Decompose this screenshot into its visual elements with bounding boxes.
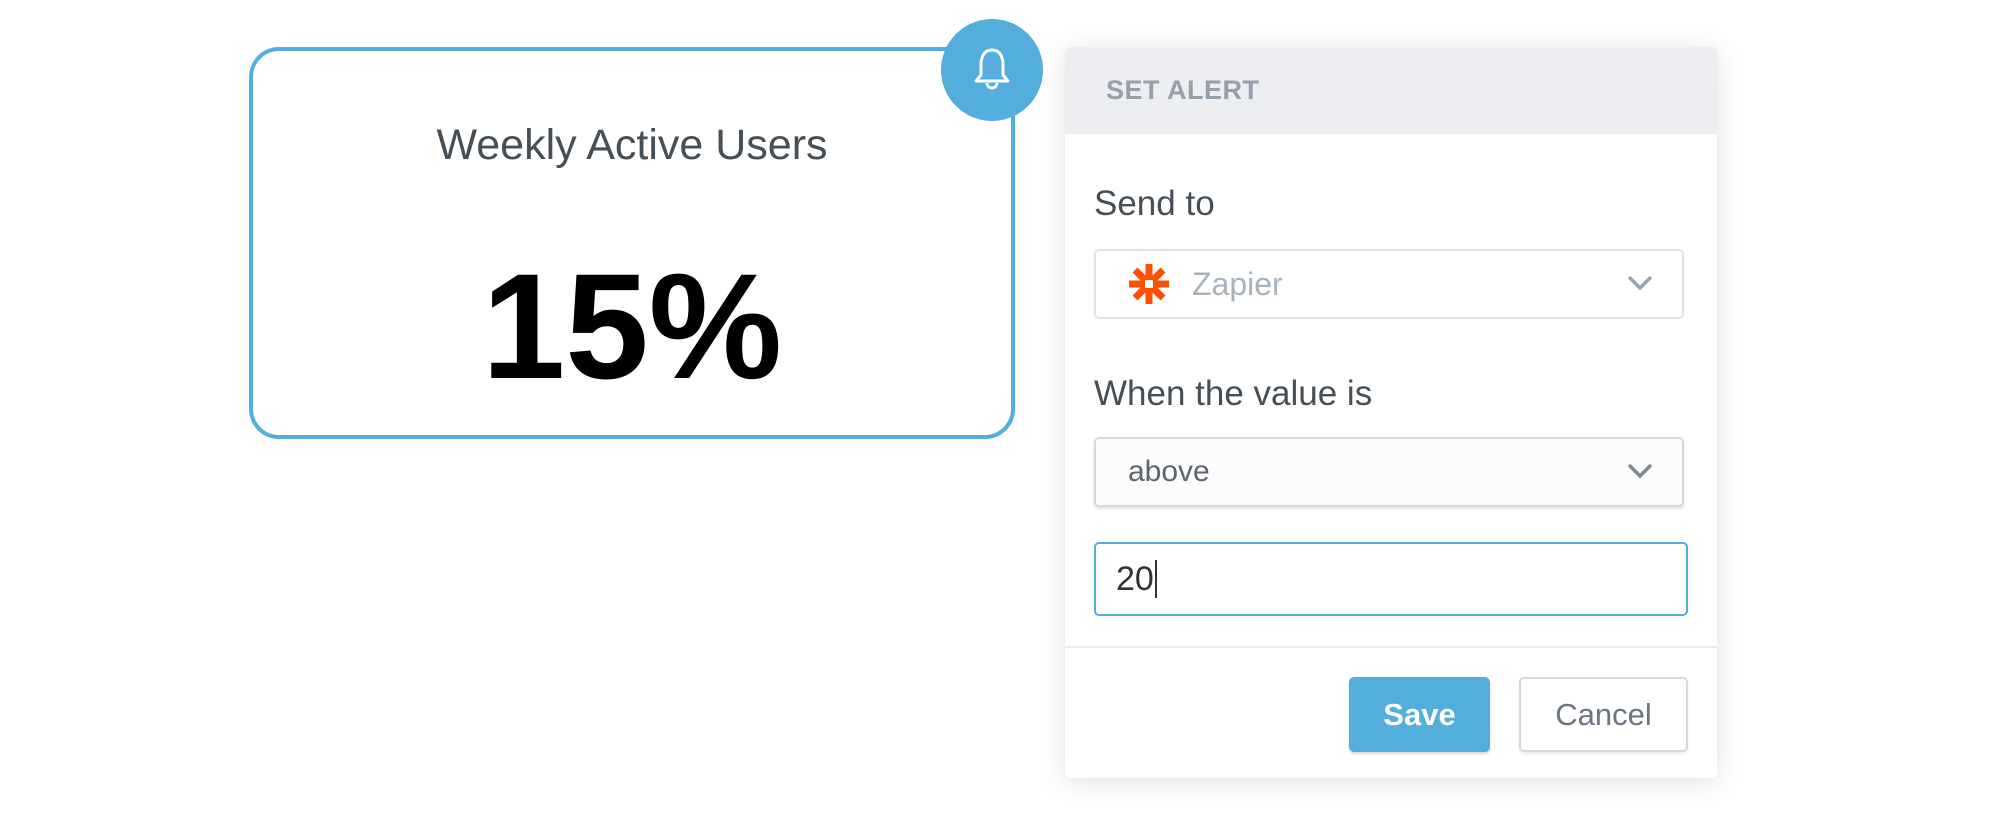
condition-value: above <box>1128 455 1210 488</box>
bell-icon <box>974 48 1010 90</box>
send-to-select[interactable]: Zapier <box>1094 249 1684 319</box>
save-button[interactable]: Save <box>1349 677 1490 752</box>
cancel-button[interactable]: Cancel <box>1519 677 1688 752</box>
chevron-down-icon <box>1627 463 1653 479</box>
set-alert-panel: SET ALERT Send to Zapier When the value … <box>1065 47 1717 778</box>
kpi-value: 15% <box>481 242 783 410</box>
text-caret <box>1154 560 1157 598</box>
panel-header: SET ALERT <box>1065 47 1717 134</box>
kpi-title: Weekly Active Users <box>436 121 828 169</box>
footer-divider <box>1065 646 1717 648</box>
send-to-label: Send to <box>1094 184 1215 223</box>
condition-select[interactable]: above <box>1094 437 1684 507</box>
alert-bell-button[interactable] <box>941 19 1043 121</box>
condition-label: When the value is <box>1094 374 1373 413</box>
threshold-input[interactable]: 20 <box>1094 542 1688 616</box>
threshold-value: 20 <box>1116 559 1154 598</box>
chevron-down-icon <box>1627 275 1653 291</box>
zapier-logo-icon <box>1129 264 1169 304</box>
send-to-value: Zapier <box>1192 265 1283 302</box>
kpi-card[interactable]: Weekly Active Users 15% <box>249 47 1015 439</box>
